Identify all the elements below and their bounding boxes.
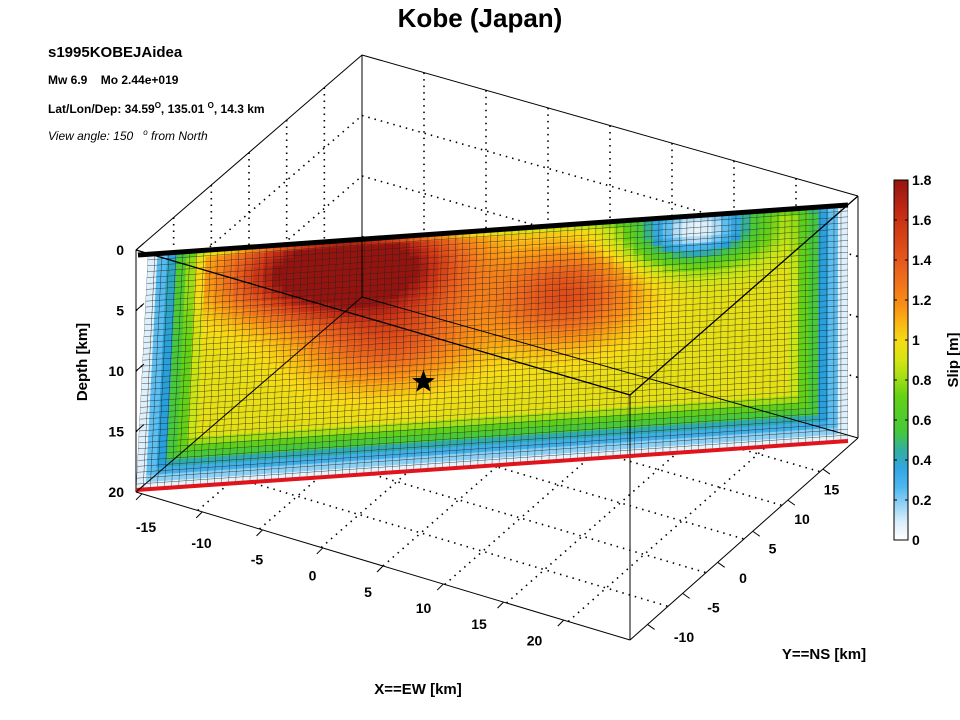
colorbar-tick-label: 1.2 — [912, 292, 932, 308]
chart-title: Kobe (Japan) — [397, 3, 563, 33]
x-tick-label: -10 — [191, 535, 211, 551]
y-tick-label: 0 — [739, 570, 747, 586]
colorbar-tick-label: 1.6 — [912, 212, 932, 228]
model-id: s1995KOBEJAidea — [48, 44, 183, 61]
z-axis-label: Depth [km] — [74, 323, 91, 401]
y-tick-label: 15 — [824, 482, 840, 498]
lat-unit: O — [154, 101, 161, 110]
view-angle-info: View angle: 150 o from North — [48, 128, 208, 143]
x-axis-label: X==EW [km] — [374, 681, 462, 698]
x-tick-label: 5 — [364, 584, 372, 600]
y-axis-label: Y==NS [km] — [782, 646, 866, 663]
lon-label: , 135.01 — [160, 102, 208, 116]
y-tick-label: 5 — [769, 541, 777, 557]
fault-bottom-edge — [135, 439, 849, 492]
axis-ticks: 0 5 10 15 20 -15 -10 -5 0 5 10 15 20 -10 -5 0 5 10 15 X==EW… — [74, 242, 866, 698]
view-suffix: from North — [147, 129, 208, 143]
mw-label: Mw 6.9 — [48, 73, 88, 87]
colorbar-label: Slip [m] — [945, 332, 960, 387]
x-tick-label: -5 — [251, 551, 264, 567]
colorbar-tick-label: 0.2 — [912, 492, 932, 508]
fault-top-edge — [137, 202, 849, 258]
x-tick-label: 20 — [527, 632, 543, 648]
colorbar-tick-label: 0 — [912, 532, 920, 548]
z-tick-label: 0 — [116, 242, 124, 258]
magnitude-info: Mw 6.9 Mo 2.44e+019 — [48, 73, 178, 87]
view-deg: o — [143, 128, 148, 137]
colorbar: 0 0.2 0.4 0.6 0.8 1 1.2 1.4 1.6 1.8 Slip [m] — [893, 172, 960, 548]
x-tick-label: 0 — [309, 568, 317, 584]
x-tick-label: 15 — [471, 616, 487, 632]
mo-label: Mo 2.44e+019 — [100, 73, 179, 87]
lon-unit: O — [207, 101, 214, 110]
colorbar-tick-label: 0.8 — [912, 372, 932, 388]
colorbar-tick-label: 1.8 — [912, 172, 932, 188]
depth-label: , 14.3 km — [213, 102, 265, 116]
location-info: Lat/Lon/Dep: 34.59O, 135.01 O, 14.3 km — [48, 101, 265, 116]
z-tick-label: 15 — [108, 424, 124, 440]
hypocenter-star — [412, 369, 435, 392]
colorbar-tick-label: 1.4 — [912, 252, 932, 268]
colorbar-tick-label: 0.6 — [912, 412, 932, 428]
colorbar-scale — [893, 179, 909, 541]
fault-edges — [135, 195, 859, 492]
y-tick-label: -10 — [674, 629, 694, 645]
z-tick-label: 20 — [108, 484, 124, 500]
x-tick-label: -15 — [136, 519, 156, 535]
view-prefix: View angle: 150 — [48, 129, 134, 143]
y-tick-label: -5 — [707, 600, 720, 616]
x-tick-label: 10 — [416, 600, 432, 616]
colorbar-tick-label: 1 — [912, 332, 920, 348]
z-tick-label: 5 — [116, 303, 124, 319]
z-tick-label: 10 — [108, 363, 124, 379]
fault-slip-surface — [136, 205, 848, 490]
lat-label: Lat/Lon/Dep: 34.59 — [48, 102, 155, 116]
y-tick-label: 10 — [794, 511, 810, 527]
colorbar-tick-label: 0.4 — [912, 452, 932, 468]
